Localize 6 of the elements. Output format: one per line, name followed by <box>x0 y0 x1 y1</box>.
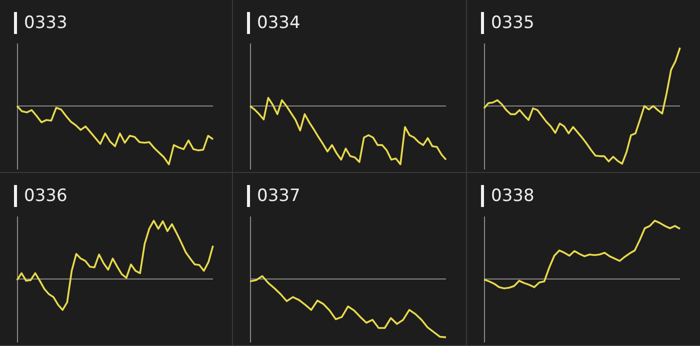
chart-title: 0338 <box>491 186 534 206</box>
chart-title: 0337 <box>257 186 300 206</box>
chart-title: 0335 <box>491 13 534 33</box>
chart-title: 0333 <box>24 13 68 33</box>
chart-title: 0334 <box>257 13 300 33</box>
chart-title: 0336 <box>24 186 68 206</box>
